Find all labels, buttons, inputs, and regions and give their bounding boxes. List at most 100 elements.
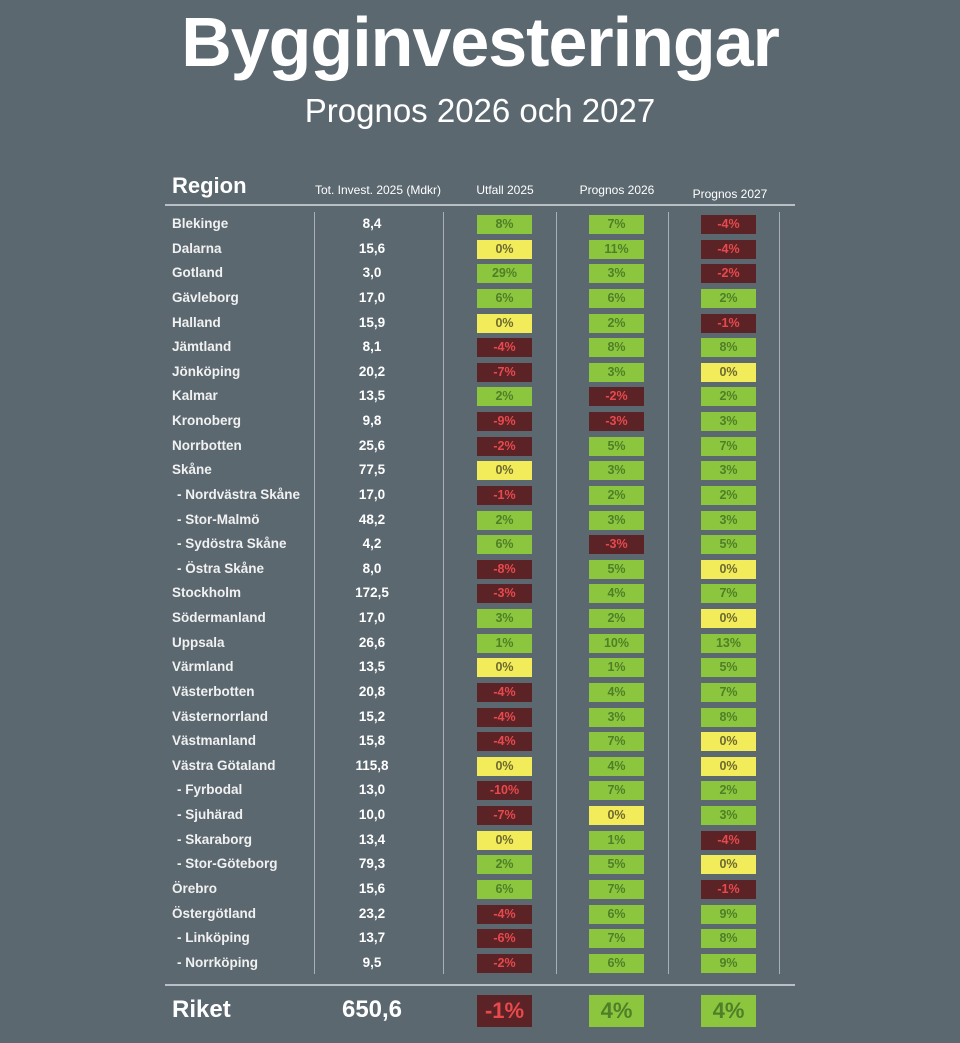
table-row: - Norrköping 9,5 -2% 6% 9% bbox=[0, 952, 960, 976]
tot-invest-value: 25,6 bbox=[358, 437, 386, 453]
tot-invest-value: 79,3 bbox=[358, 856, 386, 872]
change-badge-p26: 4% bbox=[589, 756, 644, 776]
change-badge-u25: 0% bbox=[477, 756, 532, 776]
change-badge-p26: 2% bbox=[589, 609, 644, 629]
column-divider bbox=[779, 212, 780, 974]
change-badge-p27: 13% bbox=[701, 633, 756, 653]
tot-invest-value: 15,9 bbox=[358, 314, 386, 330]
tot-invest-value: 8,0 bbox=[362, 560, 382, 576]
change-badge-p27: 0% bbox=[701, 756, 756, 776]
change-badge-p27: 0% bbox=[701, 855, 756, 875]
change-badge-u25: -4% bbox=[477, 338, 532, 358]
change-badge-p26: 3% bbox=[589, 510, 644, 530]
change-badge-p27: -4% bbox=[701, 239, 756, 259]
change-badge-p26: 3% bbox=[589, 264, 644, 284]
region-name: Östergötland bbox=[172, 905, 257, 921]
change-badge-p26: 5% bbox=[589, 436, 644, 456]
table-row: - Östra Skåne 8,0 -8% 5% 0% bbox=[0, 558, 960, 582]
region-name: Jämtland bbox=[172, 339, 232, 355]
change-badge-p27: 8% bbox=[701, 338, 756, 358]
change-badge-u25: -7% bbox=[477, 806, 532, 826]
tot-invest-value: 9,5 bbox=[362, 954, 382, 970]
column-divider bbox=[443, 212, 444, 974]
tot-invest-value: 15,2 bbox=[358, 708, 386, 724]
table-row: Värmland 13,5 0% 1% 5% bbox=[0, 656, 960, 680]
change-badge-u25: 2% bbox=[477, 855, 532, 875]
table-row: Uppsala 26,6 1% 10% 13% bbox=[0, 632, 960, 656]
change-badge-p27: 9% bbox=[701, 953, 756, 973]
region-name: Värmland bbox=[172, 659, 234, 675]
change-badge-u25: -2% bbox=[477, 436, 532, 456]
table-row: Södermanland 17,0 3% 2% 0% bbox=[0, 607, 960, 631]
change-badge-p26: 5% bbox=[589, 559, 644, 579]
change-badge-p26: 7% bbox=[589, 781, 644, 801]
tot-invest-value: 13,4 bbox=[358, 831, 386, 847]
change-badge-u25: 6% bbox=[477, 880, 532, 899]
tot-invest-value: 26,6 bbox=[358, 634, 386, 650]
region-name: Stockholm bbox=[172, 585, 242, 601]
table-row: Jönköping 20,2 -7% 3% 0% bbox=[0, 361, 960, 385]
region-name: Västernorrland bbox=[172, 708, 269, 724]
tot-invest-value: 48,2 bbox=[358, 511, 386, 527]
change-badge-p26: 6% bbox=[589, 904, 644, 924]
tot-invest-value: 13,0 bbox=[358, 782, 386, 798]
change-badge-p26: 11% bbox=[589, 239, 644, 259]
tot-invest-value: 115,8 bbox=[355, 757, 389, 773]
change-badge-p26: 3% bbox=[589, 707, 644, 727]
column-divider bbox=[556, 212, 557, 974]
region-name: - Sydöstra Skåne bbox=[177, 536, 287, 552]
tot-invest-value: 172,5 bbox=[355, 585, 389, 601]
region-name: - Stor-Göteborg bbox=[177, 856, 278, 872]
change-badge-u25: 6% bbox=[477, 288, 532, 308]
change-badge-p27: 0% bbox=[701, 732, 756, 752]
tot-invest-value: 3,0 bbox=[362, 265, 382, 281]
column-divider bbox=[668, 212, 669, 974]
change-badge-u25: -6% bbox=[477, 929, 532, 949]
change-badge-u25: 8% bbox=[477, 215, 532, 234]
table-row: Halland 15,9 0% 2% -1% bbox=[0, 312, 960, 336]
tot-invest-value: 17,0 bbox=[358, 486, 386, 502]
change-badge-p27: -1% bbox=[701, 313, 756, 333]
region-name: Halland bbox=[172, 314, 221, 330]
region-name: - Linköping bbox=[177, 930, 250, 946]
region-name: - Stor-Malmö bbox=[177, 511, 260, 527]
table-row: - Stor-Malmö 48,2 2% 3% 3% bbox=[0, 509, 960, 533]
change-badge-p26: -3% bbox=[589, 412, 644, 432]
change-badge-u25: 2% bbox=[477, 510, 532, 530]
table-row: - Sydöstra Skåne 4,2 6% -3% 5% bbox=[0, 533, 960, 557]
change-badge-u25: 0% bbox=[477, 313, 532, 333]
change-badge-u25: -9% bbox=[477, 412, 532, 432]
change-badge-p27: -4% bbox=[701, 830, 756, 850]
table-row: - Skaraborg 13,4 0% 1% -4% bbox=[0, 829, 960, 853]
total-label: Riket bbox=[172, 996, 231, 1023]
change-badge-p27: 3% bbox=[701, 806, 756, 826]
table-row: Dalarna 15,6 0% 11% -4% bbox=[0, 238, 960, 262]
total-divider bbox=[165, 984, 795, 986]
table-row: Örebro 15,6 6% 7% -1% bbox=[0, 878, 960, 902]
change-badge-p27: 3% bbox=[701, 412, 756, 432]
tot-invest-value: 8,1 bbox=[362, 339, 382, 355]
change-badge-u25: 2% bbox=[477, 387, 532, 407]
change-badge-p26: 7% bbox=[589, 929, 644, 949]
tot-invest-value: 13,5 bbox=[358, 388, 386, 404]
table-row: Kalmar 13,5 2% -2% 2% bbox=[0, 385, 960, 409]
table-row: Jämtland 8,1 -4% 8% 8% bbox=[0, 336, 960, 360]
header-region: Region bbox=[172, 173, 247, 198]
tot-invest-value: 20,2 bbox=[358, 363, 386, 379]
change-badge-p27: 7% bbox=[701, 584, 756, 604]
header-prognos-2026: Prognos 2026 bbox=[579, 183, 655, 197]
tot-invest-value: 15,6 bbox=[358, 881, 386, 896]
table-row: Västra Götaland 115,8 0% 4% 0% bbox=[0, 755, 960, 779]
change-badge-p26: -2% bbox=[589, 387, 644, 407]
change-badge-p27: 2% bbox=[701, 781, 756, 801]
change-badge-u25: -4% bbox=[477, 707, 532, 727]
total-utfall-2025: -1% bbox=[477, 995, 532, 1027]
region-name: Gotland bbox=[172, 265, 223, 281]
change-badge-p27: 7% bbox=[701, 436, 756, 456]
change-badge-u25: 0% bbox=[477, 658, 532, 678]
change-badge-u25: -1% bbox=[477, 485, 532, 505]
change-badge-p27: -4% bbox=[701, 215, 756, 234]
change-badge-p27: 3% bbox=[701, 461, 756, 481]
change-badge-p27: 5% bbox=[701, 535, 756, 555]
table-row: Skåne 77,5 0% 3% 3% bbox=[0, 459, 960, 483]
